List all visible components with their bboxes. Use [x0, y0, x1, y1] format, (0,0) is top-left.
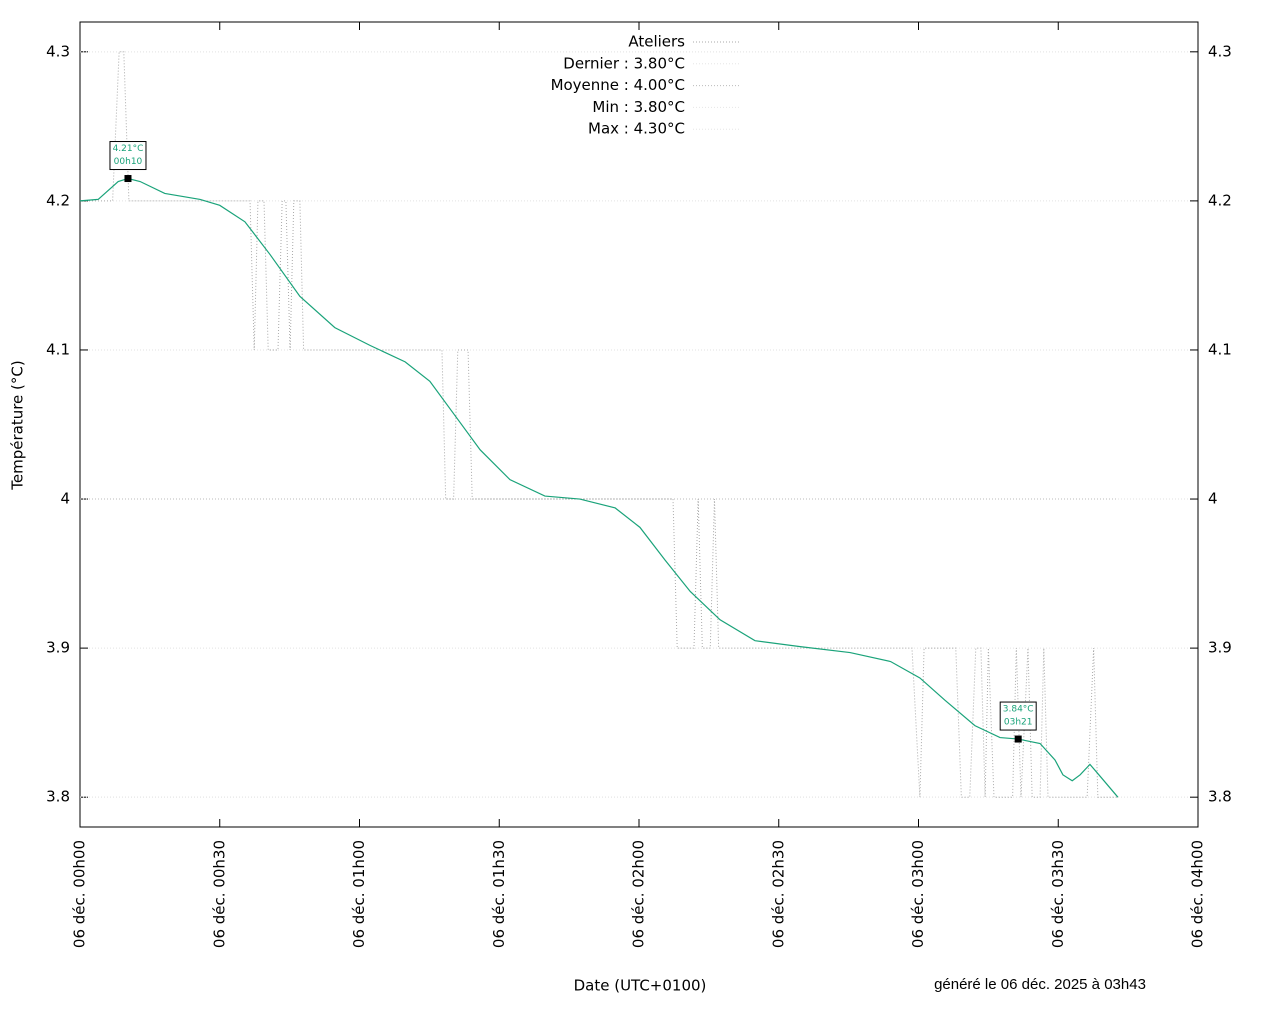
annotation-text: 03h21 — [1004, 718, 1033, 728]
y-tick-label: 4 — [60, 490, 70, 508]
x-tick-label: 06 déc. 00h30 — [210, 840, 228, 948]
y2-tick-label: 4.3 — [1208, 42, 1232, 60]
y-tick-label: 3.8 — [46, 788, 70, 806]
y-axis-label: Température (°C) — [9, 360, 27, 490]
legend-label: Min : 3.80°C — [592, 98, 685, 116]
legend-label: Ateliers — [628, 33, 685, 51]
y-tick-label: 4.2 — [46, 191, 70, 209]
annotation-marker — [124, 175, 132, 183]
annotation-text: 4.21°C — [113, 144, 144, 154]
y2-tick-label: 3.9 — [1208, 639, 1232, 657]
x-axis-label: Date (UTC+0100) — [574, 977, 707, 995]
annotation-box — [109, 141, 147, 171]
x-tick-label: 06 déc. 01h00 — [350, 840, 368, 948]
legend-label: Moyenne : 4.00°C — [551, 76, 685, 94]
y2-tick-label: 4 — [1208, 490, 1218, 508]
annotation-text: 00h10 — [114, 157, 143, 167]
x-tick-label: 06 déc. 01h30 — [490, 840, 508, 948]
annotation-box — [999, 701, 1037, 731]
y2-tick-label: 4.2 — [1208, 191, 1232, 209]
x-tick-label: 06 déc. 03h30 — [1049, 840, 1067, 948]
x-tick-label: 06 déc. 02h30 — [769, 840, 787, 948]
legend-label: Dernier : 3.80°C — [563, 54, 685, 72]
y-tick-label: 3.9 — [46, 639, 70, 657]
x-tick-label: 06 déc. 02h00 — [630, 840, 648, 948]
data-line — [79, 177, 1119, 798]
legend-label: Max : 4.30°C — [588, 120, 685, 138]
y2-tick-label: 4.1 — [1208, 340, 1232, 358]
footer: généré le 06 déc. 2025 à 03h43 — [934, 976, 1146, 993]
x-tick-label: 06 déc. 03h00 — [909, 840, 927, 948]
annotation-text: 3.84°C — [1003, 705, 1034, 715]
data-line — [80, 51, 1118, 798]
x-tick-label: 06 déc. 04h00 — [1189, 840, 1207, 948]
y-tick-label: 4.3 — [46, 42, 70, 60]
y2-tick-label: 3.8 — [1208, 788, 1232, 806]
annotation-marker — [1014, 735, 1022, 743]
x-tick-label: 06 déc. 00h00 — [71, 840, 89, 948]
y-tick-label: 4.1 — [46, 340, 70, 358]
